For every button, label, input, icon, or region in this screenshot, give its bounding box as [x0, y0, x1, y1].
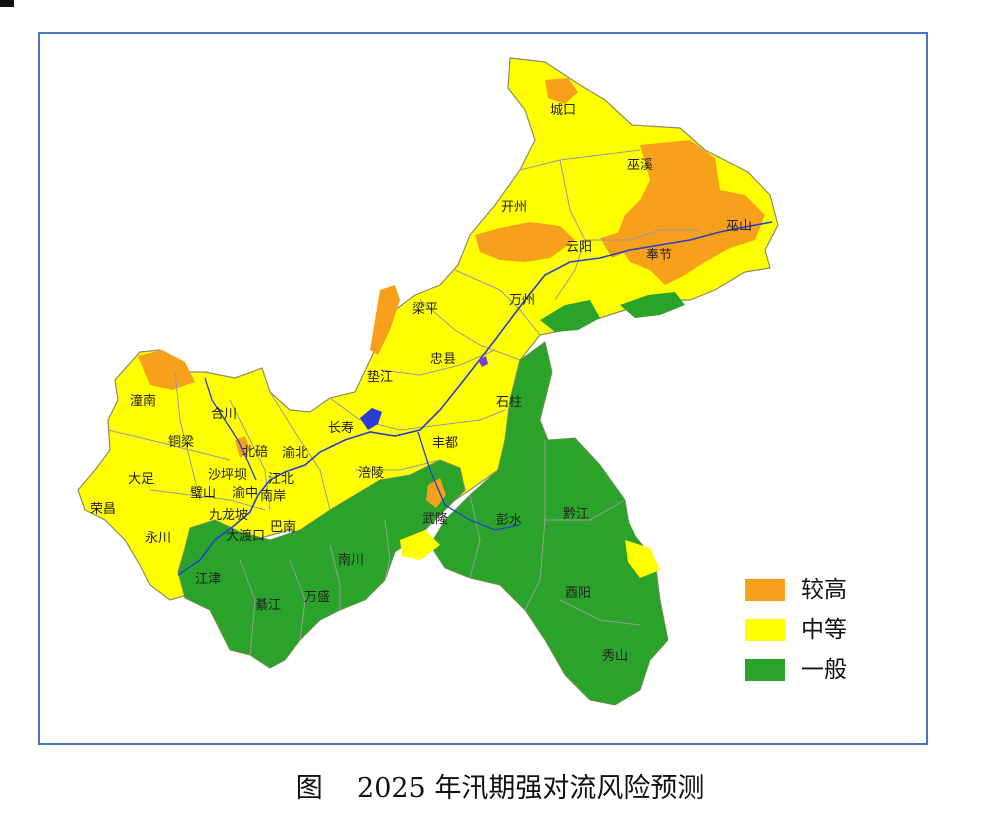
region-high — [545, 78, 578, 104]
district-label: 永川 — [145, 531, 171, 546]
legend-swatch-low — [745, 659, 785, 681]
district-label: 城口 — [550, 103, 576, 118]
district-label: 江北 — [268, 472, 294, 487]
district-label: 云阳 — [566, 240, 592, 255]
district-label: 渝北 — [282, 445, 308, 461]
district-label: 大渡口 — [226, 528, 265, 544]
region-low-east — [429, 341, 669, 706]
district-boundaries — [107, 149, 700, 656]
region-high — [475, 222, 575, 262]
district-label: 涪陵 — [358, 466, 384, 481]
district-label: 沙坪坝 — [208, 468, 247, 483]
district-label: 万州 — [509, 293, 535, 308]
region-high — [615, 140, 765, 285]
district-label: 九龙坡 — [209, 508, 248, 523]
district-label: 万盛 — [304, 590, 330, 605]
jialing-river — [204, 377, 257, 481]
district-label: 巴南 — [270, 519, 296, 535]
region-low-patch — [540, 300, 600, 332]
district-label: 武隆 — [422, 512, 448, 527]
changshou-lake — [360, 408, 382, 430]
district-label: 北碚 — [242, 445, 268, 460]
legend-label-medium: 中等 — [801, 617, 847, 643]
district-label: 忠县 — [430, 352, 456, 367]
yangtze-river — [177, 221, 773, 576]
district-label: 荣昌 — [90, 502, 116, 517]
corner-mark — [0, 0, 14, 7]
region-low-west — [177, 459, 466, 669]
district-label: 南川 — [338, 552, 364, 568]
district-label: 潼南 — [130, 393, 156, 409]
district-label: 大足 — [128, 472, 154, 487]
legend-item-high: 较高 — [745, 575, 885, 605]
district-label: 璧山 — [190, 485, 216, 501]
district-label: 丰都 — [432, 436, 458, 451]
region-low-patch — [620, 292, 685, 318]
district-label: 梁平 — [412, 302, 438, 317]
figure-caption: 图 2025 年汛期强对流风险预测 — [295, 773, 705, 804]
district-label: 长寿 — [328, 421, 354, 436]
district-label: 巫山 — [726, 219, 752, 234]
legend-item-low: 一般 — [745, 655, 885, 685]
region-medium — [77, 57, 779, 601]
region-medium-island — [400, 530, 440, 560]
district-label: 南岸 — [260, 488, 286, 504]
district-label: 渝中 — [232, 485, 258, 501]
district-label: 綦江 — [255, 598, 281, 613]
district-label: 奉节 — [646, 248, 672, 263]
district-label: 垫江 — [367, 369, 393, 385]
wu-river — [417, 431, 521, 531]
lake-small — [478, 356, 488, 367]
district-label: 开州 — [501, 200, 527, 215]
district-label: 石柱 — [496, 395, 522, 410]
district-label: 黔江 — [563, 507, 589, 522]
legend-swatch-medium — [745, 619, 785, 641]
legend-swatch-high — [745, 579, 785, 601]
region-high — [426, 478, 446, 508]
legend-label-low: 一般 — [801, 657, 847, 683]
district-label: 江津 — [195, 572, 221, 587]
district-label: 巫溪 — [627, 158, 653, 173]
district-labels: 城口 巫溪 开州 巫山 云阳 奉节 万州 梁平 忠县 垫江 石柱 潼南 合川 铜… — [90, 103, 752, 664]
region-high — [138, 350, 195, 390]
district-label: 铜梁 — [168, 435, 194, 450]
region-high — [370, 285, 400, 355]
district-label: 秀山 — [602, 649, 628, 664]
region-medium-island — [625, 540, 660, 578]
legend-item-medium: 中等 — [745, 615, 885, 645]
district-label: 彭水 — [496, 513, 522, 528]
district-label: 合川 — [211, 407, 237, 422]
legend-label-high: 较高 — [801, 577, 847, 603]
district-label: 酉阳 — [565, 586, 591, 601]
